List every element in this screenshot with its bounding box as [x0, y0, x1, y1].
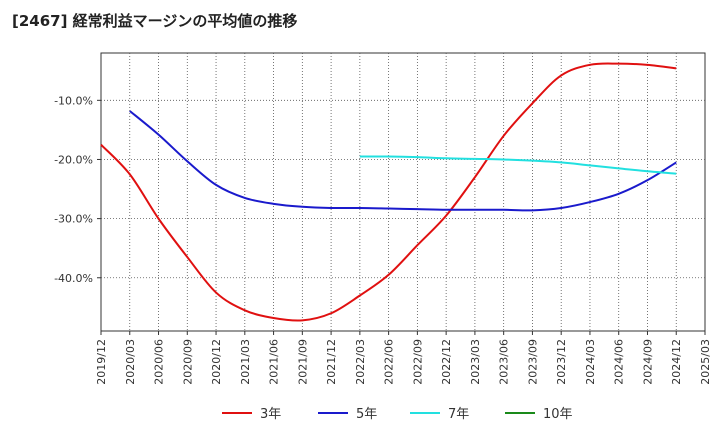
series-line-5年	[129, 110, 677, 212]
legend: 3年 5年 7年 10年	[222, 407, 573, 422]
legend-label: 10年	[543, 407, 573, 422]
y-tick-label: -20.0%	[54, 153, 93, 166]
x-tick-label: 2021/09	[296, 339, 309, 385]
x-tick-label: 2025/03	[699, 339, 712, 385]
x-tick-label: 2024/09	[641, 339, 654, 385]
x-tick-label: 2020/03	[124, 339, 137, 385]
y-tick-label: -30.0%	[54, 213, 93, 226]
x-tick-label: 2023/12	[555, 339, 568, 385]
x-tick-label: 2022/06	[383, 339, 396, 385]
y-axis-ticks: -40.0% -30.0% -20.0% -10.0%	[54, 94, 101, 285]
x-tick-label: 2022/12	[440, 339, 453, 385]
x-tick-label: 2020/06	[153, 339, 166, 385]
y-tick-label: -10.0%	[54, 94, 93, 107]
legend-label: 3年	[260, 407, 281, 422]
x-tick-label: 2020/09	[181, 339, 194, 385]
x-axis-ticks: 2019/12 2020/03 2020/06 2020/09 2020/12 2021/…	[95, 331, 712, 385]
x-tick-label: 2019/12	[95, 339, 108, 385]
x-tick-label: 2024/03	[584, 339, 597, 385]
legend-label: 7年	[448, 407, 469, 422]
series-line-3年	[100, 62, 677, 322]
x-tick-label: 2023/03	[469, 339, 482, 385]
series-lines	[100, 62, 677, 322]
x-tick-label: 2024/12	[670, 339, 683, 385]
x-tick-label: 2020/12	[210, 339, 223, 385]
x-tick-label: 2021/12	[325, 339, 338, 385]
x-tick-label: 2021/03	[239, 339, 252, 385]
legend-label: 5年	[356, 407, 377, 422]
grid-lines	[101, 53, 705, 331]
x-tick-label: 2022/09	[411, 339, 424, 385]
series-line-7年	[359, 155, 677, 175]
x-tick-label: 2024/06	[613, 339, 626, 385]
x-tick-label: 2022/03	[354, 339, 367, 385]
plot-area	[100, 52, 706, 332]
y-tick-label: -40.0%	[54, 272, 93, 285]
x-tick-label: 2023/09	[526, 339, 539, 385]
chart-title: [2467] 経常利益マージンの平均値の推移	[12, 12, 298, 30]
x-tick-label: 2023/06	[498, 339, 511, 385]
x-tick-label: 2021/06	[268, 339, 281, 385]
